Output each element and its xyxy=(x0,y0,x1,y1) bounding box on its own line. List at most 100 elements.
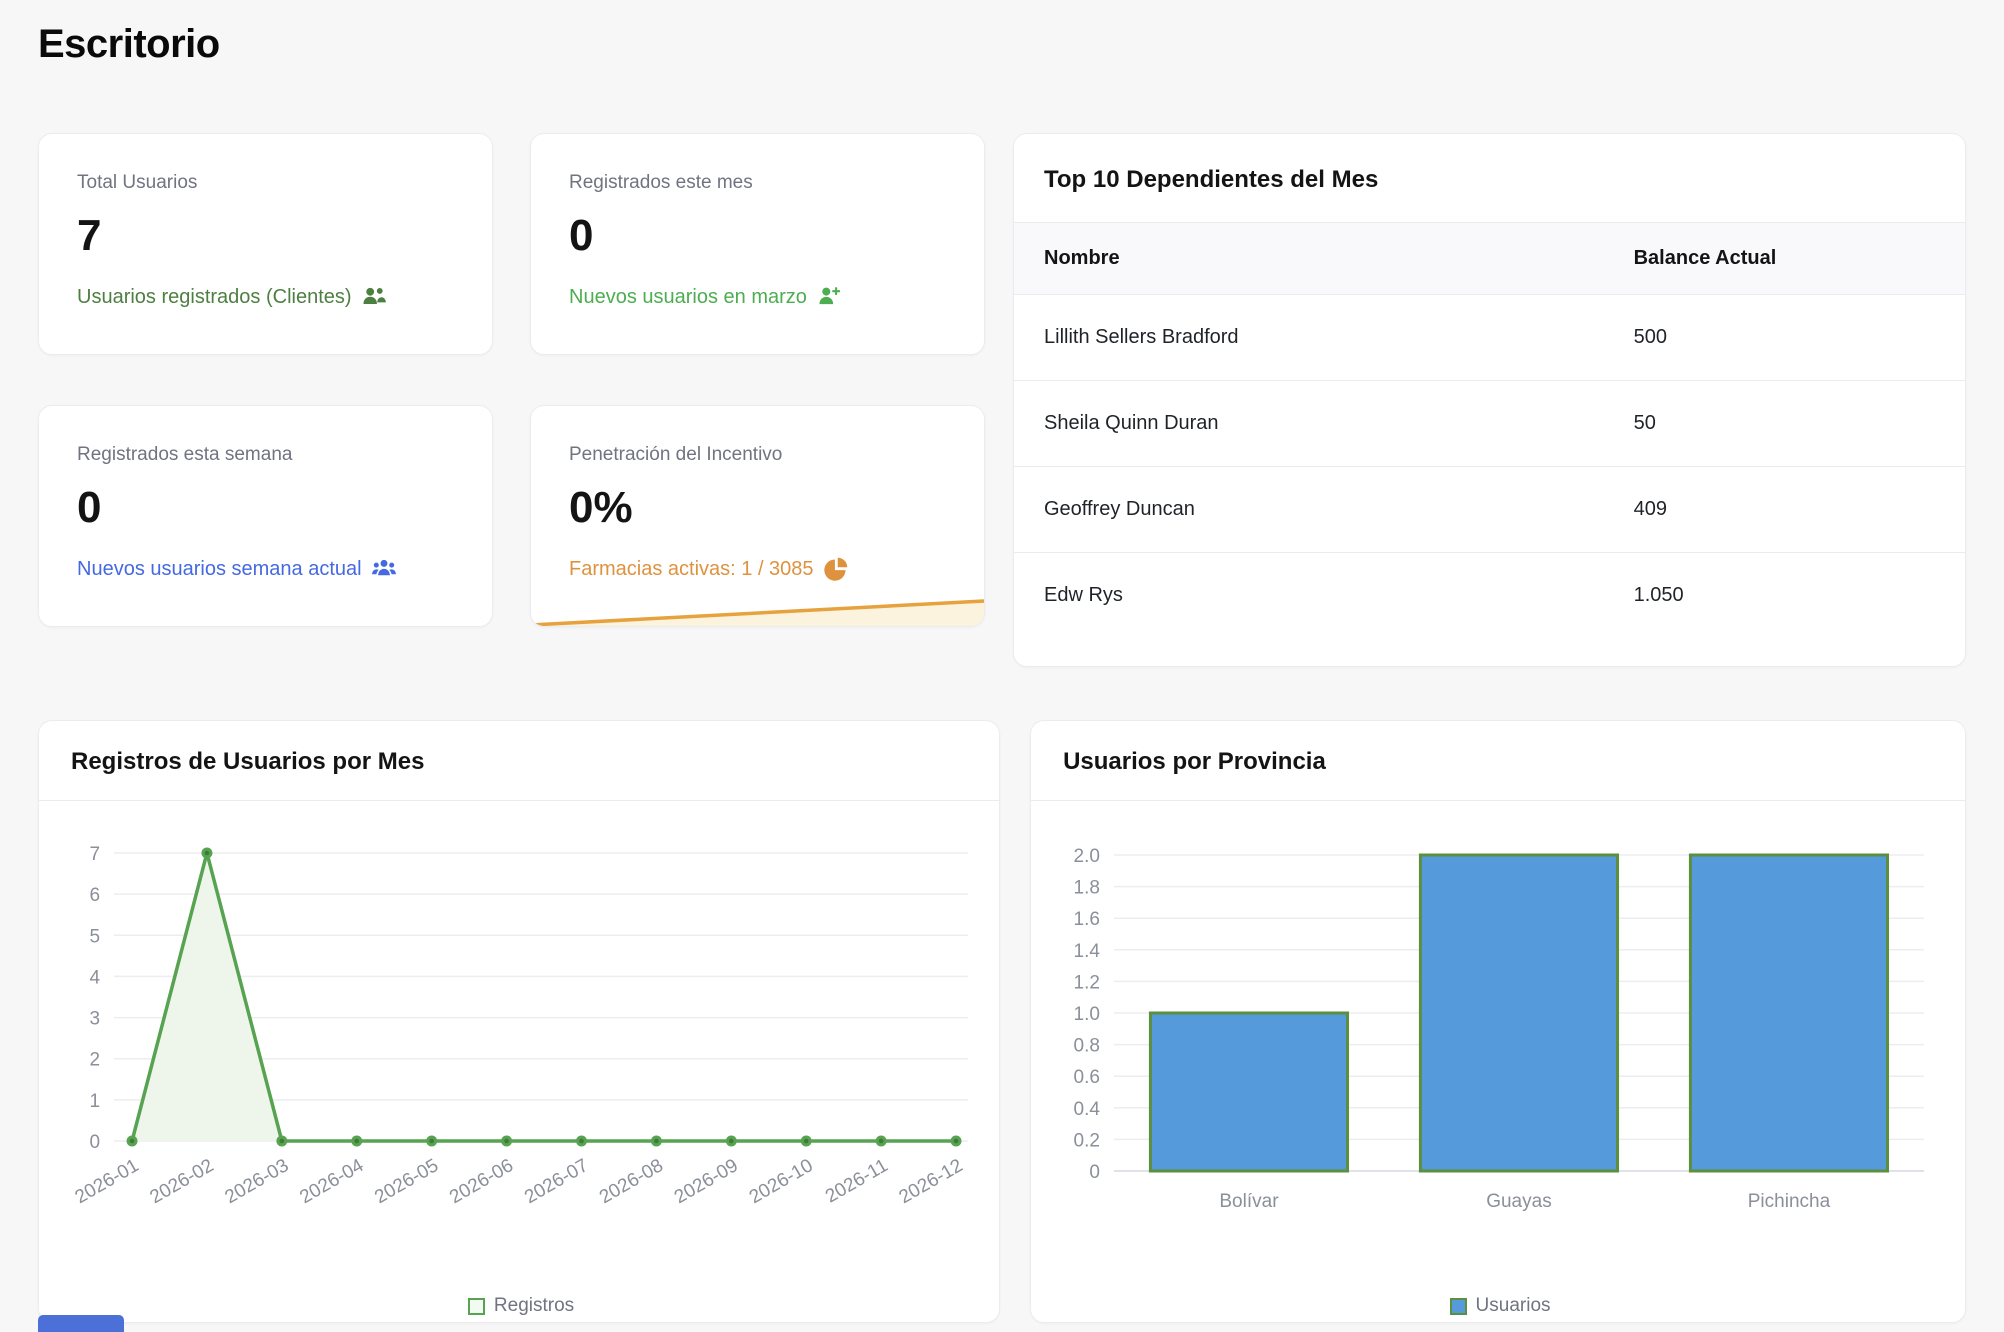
svg-text:2026-03: 2026-03 xyxy=(221,1155,292,1208)
svg-text:1.6: 1.6 xyxy=(1074,909,1100,930)
svg-text:2026-06: 2026-06 xyxy=(446,1155,517,1208)
stat-subtext: Usuarios registrados (Clientes) xyxy=(77,284,454,310)
legend-label-usuarios: Usuarios xyxy=(1475,1295,1551,1316)
top-section: Total Usuarios 7 Usuarios registrados (Cli… xyxy=(38,133,1966,667)
svg-text:4: 4 xyxy=(89,967,100,988)
stat-subtext: Nuevos usuarios semana actual xyxy=(77,556,454,582)
column-header-balance: Balance Actual xyxy=(1603,222,1965,295)
svg-text:6: 6 xyxy=(89,885,100,906)
svg-text:2026-11: 2026-11 xyxy=(822,1155,892,1207)
legend-label-registros: Registros xyxy=(493,1295,575,1316)
page-title: Escritorio xyxy=(38,22,220,66)
cell-balance: 1.050 xyxy=(1633,584,1684,606)
legend-swatch-registros xyxy=(467,1297,485,1315)
stat-subtext-label: Nuevos usuarios en marzo xyxy=(569,285,807,308)
chart-header: Usuarios por Provincia xyxy=(1031,721,1965,801)
table-title: Top 10 Dependientes del Mes xyxy=(1044,166,1379,193)
top-dependientes-card: Top 10 Dependientes del Mes Nombre Balan… xyxy=(1013,133,1966,667)
svg-text:1.4: 1.4 xyxy=(1074,941,1101,962)
cell-balance: 409 xyxy=(1603,466,1965,553)
svg-text:2: 2 xyxy=(89,1050,100,1071)
table-row: Edw Rys 1.050 xyxy=(1014,553,1965,639)
stat-label: Registrados este mes xyxy=(569,172,753,193)
bar-chart-area: 0 0.2 0.4 0.6 0.8 1.0 1.2 1.4 1.6 1.8 2.0 Bolívar Gu… xyxy=(1031,801,1965,1317)
stat-card-2: Registrados esta semana 0 Nuevos usuarios … xyxy=(38,405,493,627)
svg-text:1.0: 1.0 xyxy=(1074,1004,1100,1025)
legend-swatch-usuarios xyxy=(1449,1297,1467,1315)
stat-card-0: Total Usuarios 7 Usuarios registrados (Cli… xyxy=(38,133,493,355)
partial-bottom-widget[interactable] xyxy=(38,1315,124,1332)
stat-subtext: Farmacias activas: 1 / 3085 xyxy=(569,556,946,582)
stat-label: Penetración del Incentivo xyxy=(569,444,783,465)
cell-nombre: Edw Rys xyxy=(1044,584,1123,606)
svg-text:5: 5 xyxy=(89,926,100,947)
chart-header: Registros de Usuarios por Mes xyxy=(39,721,1000,801)
stat-label: Registrados esta semana xyxy=(77,444,293,465)
svg-text:2026-07: 2026-07 xyxy=(521,1155,592,1208)
table-row: Sheila Quinn Duran 50 xyxy=(1014,380,1965,467)
svg-text:1: 1 xyxy=(89,1091,100,1112)
stat-card-1: Registrados este mes 0 Nuevos usuarios en … xyxy=(530,133,985,355)
registros-chart-card: Registros de Usuarios por Mes 0 1 2 3 4 5 6 7 20… xyxy=(38,720,1001,1323)
top-dependientes-table: Nombre Balance Actual Lillith Sellers Br… xyxy=(1014,222,1965,638)
svg-text:3: 3 xyxy=(89,1009,100,1030)
stat-label: Total Usuarios xyxy=(77,172,198,193)
users-group-icon xyxy=(371,556,397,582)
incentive-sparkline xyxy=(531,596,984,626)
cell-balance: 500 xyxy=(1603,294,1965,381)
svg-text:2026-04: 2026-04 xyxy=(296,1155,367,1208)
stat-subtext-label: Usuarios registrados (Clientes) xyxy=(77,285,352,308)
svg-text:1.2: 1.2 xyxy=(1074,972,1100,993)
stat-value: 0% xyxy=(569,483,633,532)
cell-nombre: Lillith Sellers Bradford xyxy=(1014,294,1604,381)
stat-value: 0 xyxy=(569,211,594,260)
svg-text:2026-05: 2026-05 xyxy=(371,1155,442,1208)
column-header-nombre: Nombre xyxy=(1014,222,1604,295)
cell-nombre: Sheila Quinn Duran xyxy=(1014,380,1604,467)
stat-subtext-label: Farmacias activas: 1 / 3085 xyxy=(569,557,814,580)
legend-item-registros[interactable]: Registros xyxy=(467,1295,575,1317)
svg-text:2026-01: 2026-01 xyxy=(72,1155,143,1208)
pie-chart-icon xyxy=(823,556,849,582)
user-plus-icon xyxy=(816,284,842,310)
stat-subtext-label: Nuevos usuarios semana actual xyxy=(77,557,362,580)
charts-section: Registros de Usuarios por Mes 0 1 2 3 4 5 6 7 20… xyxy=(38,720,1966,1323)
table-row: Lillith Sellers Bradford 500 xyxy=(1014,294,1965,381)
svg-text:2026-12: 2026-12 xyxy=(896,1155,967,1208)
stat-subtext: Nuevos usuarios en marzo xyxy=(569,284,946,310)
cell-nombre: Geoffrey Duncan xyxy=(1014,466,1604,553)
provincia-chart-card: Usuarios por Provincia 0 0.2 0.4 0.6 0.8 1.0 1… xyxy=(1030,720,1966,1323)
svg-text:Pichincha: Pichincha xyxy=(1748,1191,1831,1212)
users-icon xyxy=(361,284,387,310)
svg-text:0.2: 0.2 xyxy=(1074,1130,1100,1151)
svg-text:0.8: 0.8 xyxy=(1074,1036,1100,1057)
svg-text:Bolívar: Bolívar xyxy=(1219,1191,1279,1212)
line-chart-area: 0 1 2 3 4 5 6 7 2026-01 2026-02 2026-03 2026-04 2026… xyxy=(39,801,999,1317)
cell-balance: 50 xyxy=(1603,380,1965,467)
svg-text:7: 7 xyxy=(89,844,100,865)
svg-text:2026-09: 2026-09 xyxy=(671,1155,742,1208)
svg-text:0.6: 0.6 xyxy=(1074,1067,1100,1088)
table-head: Nombre Balance Actual xyxy=(1014,222,1965,295)
svg-text:0: 0 xyxy=(89,1132,100,1153)
svg-text:2026-02: 2026-02 xyxy=(147,1155,218,1208)
svg-text:Guayas: Guayas xyxy=(1486,1191,1551,1212)
chart-title-registros: Registros de Usuarios por Mes xyxy=(71,748,425,775)
stats-grid: Total Usuarios 7 Usuarios registrados (Cli… xyxy=(38,133,985,627)
svg-text:1.8: 1.8 xyxy=(1074,878,1100,899)
legend-item-usuarios[interactable]: Usuarios xyxy=(1449,1295,1551,1317)
bar-chart-svg: 0 0.2 0.4 0.6 0.8 1.0 1.2 1.4 1.6 1.8 2.0 Bolívar Gu… xyxy=(1074,846,1925,1212)
svg-text:2.0: 2.0 xyxy=(1074,846,1100,867)
stat-card-3: Penetración del Incentivo 0% Farmacias act… xyxy=(530,405,985,627)
table-row: Geoffrey Duncan 409 xyxy=(1014,466,1965,553)
svg-text:2026-08: 2026-08 xyxy=(596,1155,667,1208)
svg-text:2026-10: 2026-10 xyxy=(746,1155,817,1208)
svg-text:0: 0 xyxy=(1089,1162,1100,1183)
stat-value: 7 xyxy=(77,211,102,260)
table-body: Lillith Sellers Bradford 500 Sheila Quinn … xyxy=(1014,294,1965,639)
chart-title-provincia: Usuarios por Provincia xyxy=(1063,748,1326,775)
stat-value: 0 xyxy=(77,483,102,532)
svg-text:0.4: 0.4 xyxy=(1074,1099,1101,1120)
